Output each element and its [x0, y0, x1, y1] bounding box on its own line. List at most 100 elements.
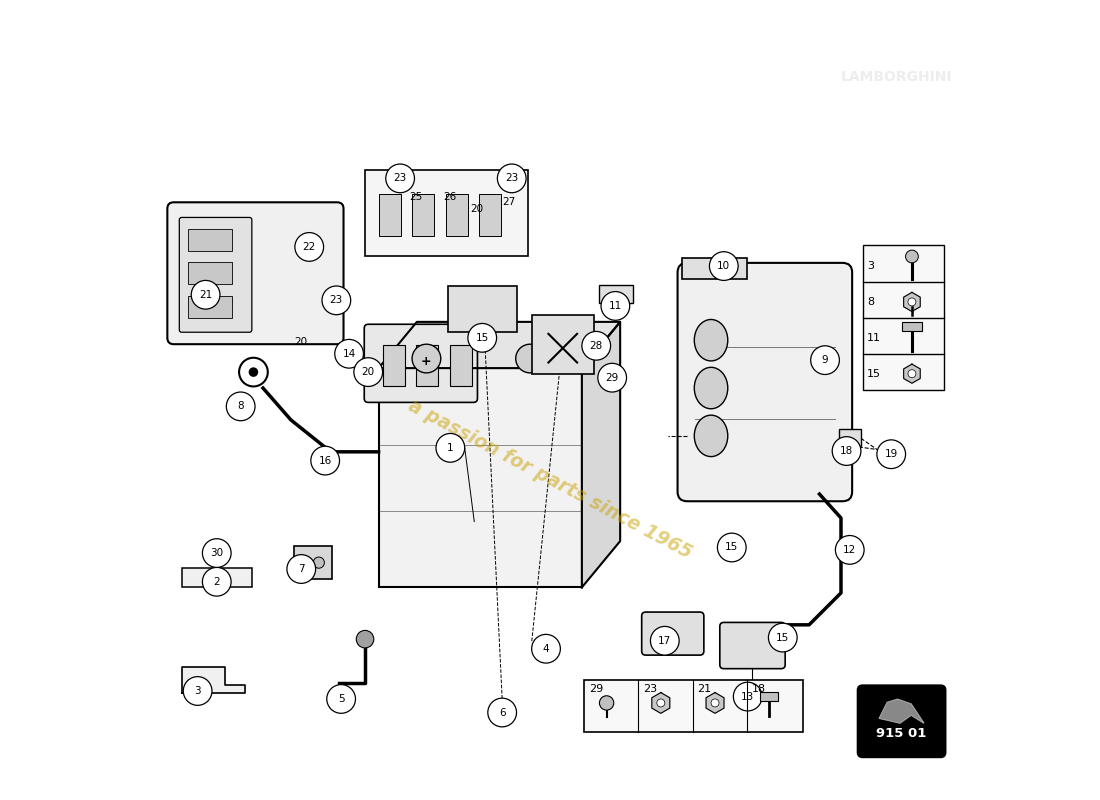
- FancyBboxPatch shape: [678, 263, 852, 502]
- Ellipse shape: [694, 367, 728, 409]
- Polygon shape: [904, 292, 921, 311]
- FancyBboxPatch shape: [188, 295, 232, 318]
- FancyBboxPatch shape: [167, 202, 343, 344]
- Text: 23: 23: [330, 295, 343, 306]
- Circle shape: [877, 440, 905, 469]
- Polygon shape: [182, 667, 245, 694]
- Circle shape: [601, 291, 629, 320]
- Text: 26: 26: [443, 192, 456, 202]
- Text: 10: 10: [717, 261, 730, 271]
- Text: +: +: [421, 355, 431, 368]
- Text: 14: 14: [342, 349, 355, 358]
- Text: 9: 9: [822, 355, 828, 365]
- FancyBboxPatch shape: [531, 315, 594, 374]
- FancyBboxPatch shape: [416, 345, 439, 386]
- FancyBboxPatch shape: [478, 194, 502, 236]
- FancyBboxPatch shape: [862, 282, 944, 318]
- Text: 1: 1: [447, 443, 453, 453]
- Circle shape: [202, 538, 231, 567]
- FancyBboxPatch shape: [446, 194, 468, 236]
- Circle shape: [650, 626, 679, 655]
- Text: 4: 4: [542, 644, 549, 654]
- Circle shape: [314, 557, 324, 568]
- FancyBboxPatch shape: [682, 258, 747, 279]
- Ellipse shape: [694, 319, 728, 361]
- Text: 6: 6: [499, 707, 506, 718]
- FancyBboxPatch shape: [719, 622, 785, 669]
- Ellipse shape: [694, 415, 728, 457]
- Circle shape: [516, 344, 544, 373]
- Text: 21: 21: [199, 290, 212, 300]
- Circle shape: [769, 623, 798, 652]
- FancyBboxPatch shape: [838, 429, 861, 446]
- Text: 17: 17: [658, 636, 671, 646]
- FancyBboxPatch shape: [448, 286, 517, 332]
- FancyBboxPatch shape: [188, 229, 232, 251]
- Circle shape: [227, 392, 255, 421]
- Text: 27: 27: [502, 198, 515, 207]
- Text: 20: 20: [470, 204, 483, 214]
- Text: 3: 3: [195, 686, 201, 696]
- Circle shape: [497, 164, 526, 193]
- Circle shape: [811, 346, 839, 374]
- Text: 29: 29: [606, 373, 619, 382]
- Polygon shape: [904, 364, 921, 383]
- Circle shape: [597, 363, 627, 392]
- Text: 22: 22: [302, 242, 316, 252]
- Text: 18: 18: [751, 684, 766, 694]
- FancyBboxPatch shape: [378, 194, 400, 236]
- Circle shape: [734, 682, 762, 711]
- Circle shape: [412, 344, 441, 373]
- Circle shape: [908, 298, 916, 306]
- Text: 13: 13: [741, 691, 755, 702]
- Circle shape: [835, 535, 865, 564]
- Text: LAMBORGHINI: LAMBORGHINI: [842, 70, 953, 84]
- Circle shape: [327, 685, 355, 714]
- Text: 2: 2: [213, 577, 220, 586]
- Circle shape: [386, 164, 415, 193]
- Circle shape: [487, 698, 517, 727]
- FancyBboxPatch shape: [858, 686, 945, 757]
- FancyBboxPatch shape: [365, 170, 528, 256]
- FancyBboxPatch shape: [862, 353, 944, 390]
- Circle shape: [311, 446, 340, 475]
- Circle shape: [202, 567, 231, 596]
- Text: 16: 16: [319, 455, 332, 466]
- Text: 23: 23: [644, 684, 658, 694]
- Circle shape: [299, 557, 311, 568]
- Text: 3: 3: [867, 261, 875, 271]
- FancyBboxPatch shape: [188, 262, 232, 285]
- Text: 5: 5: [338, 694, 344, 704]
- Circle shape: [908, 370, 916, 378]
- Circle shape: [249, 367, 258, 377]
- Text: 15: 15: [777, 633, 790, 642]
- Polygon shape: [652, 693, 670, 714]
- Text: 30: 30: [210, 548, 223, 558]
- Text: 915 01: 915 01: [877, 726, 927, 740]
- Text: 15: 15: [475, 333, 488, 343]
- FancyBboxPatch shape: [378, 368, 582, 587]
- FancyBboxPatch shape: [364, 324, 477, 402]
- Circle shape: [184, 677, 212, 706]
- FancyBboxPatch shape: [641, 612, 704, 655]
- Text: 12: 12: [843, 545, 857, 555]
- Text: 29: 29: [590, 684, 603, 694]
- Circle shape: [436, 434, 464, 462]
- Polygon shape: [706, 693, 724, 714]
- Circle shape: [356, 630, 374, 648]
- FancyBboxPatch shape: [412, 194, 434, 236]
- FancyBboxPatch shape: [179, 218, 252, 332]
- Circle shape: [717, 533, 746, 562]
- Circle shape: [354, 358, 383, 386]
- FancyBboxPatch shape: [902, 322, 922, 331]
- Text: 18: 18: [840, 446, 854, 456]
- Text: 19: 19: [884, 450, 898, 459]
- FancyBboxPatch shape: [600, 286, 632, 302]
- Text: 15: 15: [725, 542, 738, 553]
- Text: 23: 23: [394, 174, 407, 183]
- Circle shape: [582, 331, 610, 360]
- Circle shape: [287, 554, 316, 583]
- Circle shape: [905, 250, 918, 263]
- FancyBboxPatch shape: [584, 680, 803, 732]
- Circle shape: [334, 339, 363, 368]
